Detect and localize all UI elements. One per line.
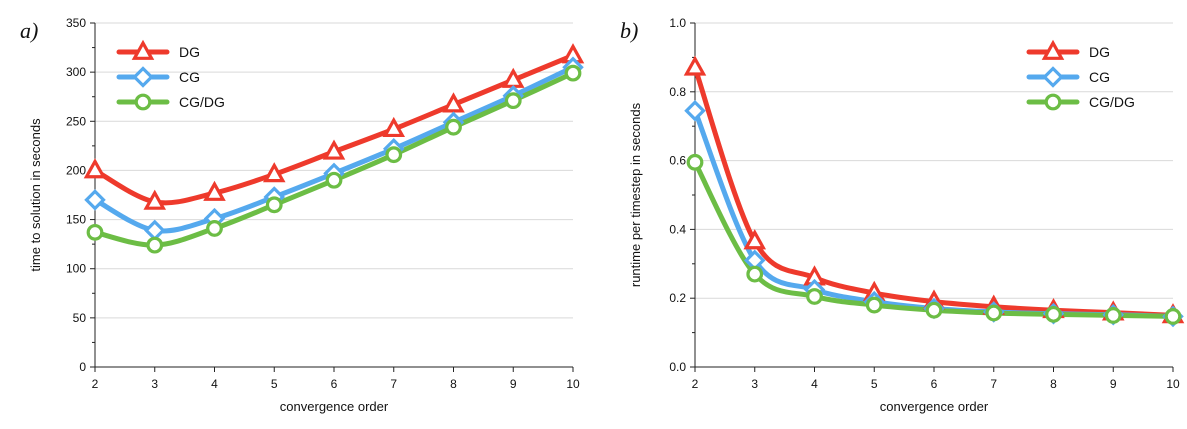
y-tick-label: 1.0 bbox=[669, 16, 686, 30]
x-tick-label: 7 bbox=[990, 377, 997, 391]
data-point bbox=[83, 158, 107, 179]
legend-marker bbox=[1044, 93, 1062, 111]
x-tick-label: 2 bbox=[692, 377, 699, 391]
data-point bbox=[265, 196, 283, 214]
x-tick-label: 4 bbox=[211, 377, 218, 391]
data-point bbox=[322, 139, 346, 160]
y-tick-label: 0.8 bbox=[669, 85, 686, 99]
data-point bbox=[382, 116, 406, 138]
legend-marker bbox=[1042, 66, 1064, 88]
y-tick-label: 50 bbox=[73, 311, 87, 325]
data-point bbox=[86, 223, 104, 241]
data-point bbox=[743, 229, 767, 250]
x-tick-label: 9 bbox=[510, 377, 517, 391]
x-tick-label: 8 bbox=[1050, 377, 1057, 391]
x-tick-label: 9 bbox=[1110, 377, 1117, 391]
x-tick-label: 5 bbox=[871, 377, 878, 391]
y-tick-label: 0.4 bbox=[669, 222, 686, 236]
data-point bbox=[806, 288, 823, 305]
data-point bbox=[262, 162, 286, 183]
data-point bbox=[865, 296, 883, 314]
x-tick-label: 10 bbox=[1166, 377, 1180, 391]
data-point bbox=[445, 118, 462, 136]
y-tick-label: 150 bbox=[66, 213, 86, 227]
y-tick-label: 0.6 bbox=[669, 154, 686, 168]
data-point bbox=[143, 219, 166, 242]
legend-marker bbox=[1041, 39, 1065, 60]
data-point bbox=[442, 92, 465, 113]
y-tick-label: 0.0 bbox=[669, 360, 686, 374]
y-tick-label: 300 bbox=[66, 65, 86, 79]
legend-label: CG/DG bbox=[1089, 94, 1135, 110]
x-tick-label: 2 bbox=[92, 377, 99, 391]
y-tick-label: 250 bbox=[66, 114, 86, 128]
x-tick-label: 7 bbox=[390, 377, 397, 391]
x-axis-label: convergence order bbox=[880, 399, 989, 414]
data-point bbox=[1104, 307, 1122, 324]
y-tick-label: 200 bbox=[66, 163, 86, 177]
y-tick-label: 0.2 bbox=[669, 291, 686, 305]
x-axis-label: convergence order bbox=[280, 399, 389, 414]
y-tick-label: 100 bbox=[66, 262, 86, 276]
legend-marker bbox=[132, 66, 154, 88]
data-point bbox=[925, 301, 943, 319]
x-tick-label: 8 bbox=[450, 377, 457, 391]
x-tick-label: 10 bbox=[566, 377, 580, 391]
data-point bbox=[746, 265, 764, 283]
x-tick-label: 6 bbox=[931, 377, 938, 391]
y-tick-label: 0 bbox=[79, 360, 86, 374]
data-point bbox=[686, 153, 704, 171]
legend-marker bbox=[134, 93, 152, 111]
x-tick-label: 3 bbox=[151, 377, 158, 391]
data-point bbox=[146, 236, 164, 254]
legend-label: CG/DG bbox=[179, 94, 225, 110]
data-point bbox=[1045, 305, 1062, 323]
chart-panel-2: 0.0 0.2 0.4 0.6 0.8 1.0 2 3 4 5 6 7 8 9 10 convergence … bbox=[620, 16, 1185, 414]
data-point bbox=[84, 189, 106, 211]
data-point bbox=[564, 64, 582, 82]
panel-label: a) bbox=[20, 18, 38, 43]
data-point bbox=[1164, 308, 1182, 325]
data-point bbox=[206, 220, 223, 237]
legend-label: CG bbox=[1089, 69, 1110, 85]
legend-label: DG bbox=[179, 44, 200, 60]
data-point bbox=[683, 55, 707, 76]
data-point bbox=[325, 171, 343, 189]
legend-marker bbox=[131, 39, 155, 60]
legend-label: CG bbox=[179, 69, 200, 85]
panel-label: b) bbox=[620, 18, 638, 43]
x-tick-label: 4 bbox=[811, 377, 818, 391]
data-point bbox=[985, 304, 1003, 322]
data-point bbox=[143, 189, 167, 210]
x-tick-label: 5 bbox=[271, 377, 278, 391]
x-tick-label: 3 bbox=[751, 377, 758, 391]
y-axis-label: time to solution in seconds bbox=[28, 118, 43, 272]
x-tick-label: 6 bbox=[331, 377, 338, 391]
data-point bbox=[501, 67, 525, 88]
chart-panel-1: 0 50 100 150 200 250 300 350 2 3 4 5 6 7 8 9 10 convergen… bbox=[20, 16, 585, 414]
legend-label: DG bbox=[1089, 44, 1110, 60]
data-point bbox=[385, 146, 403, 164]
data-point bbox=[684, 99, 706, 122]
y-axis-label: runtime per timestep in seconds bbox=[628, 102, 643, 287]
data-point bbox=[504, 92, 522, 110]
data-point bbox=[203, 180, 226, 201]
y-tick-label: 350 bbox=[66, 16, 86, 30]
